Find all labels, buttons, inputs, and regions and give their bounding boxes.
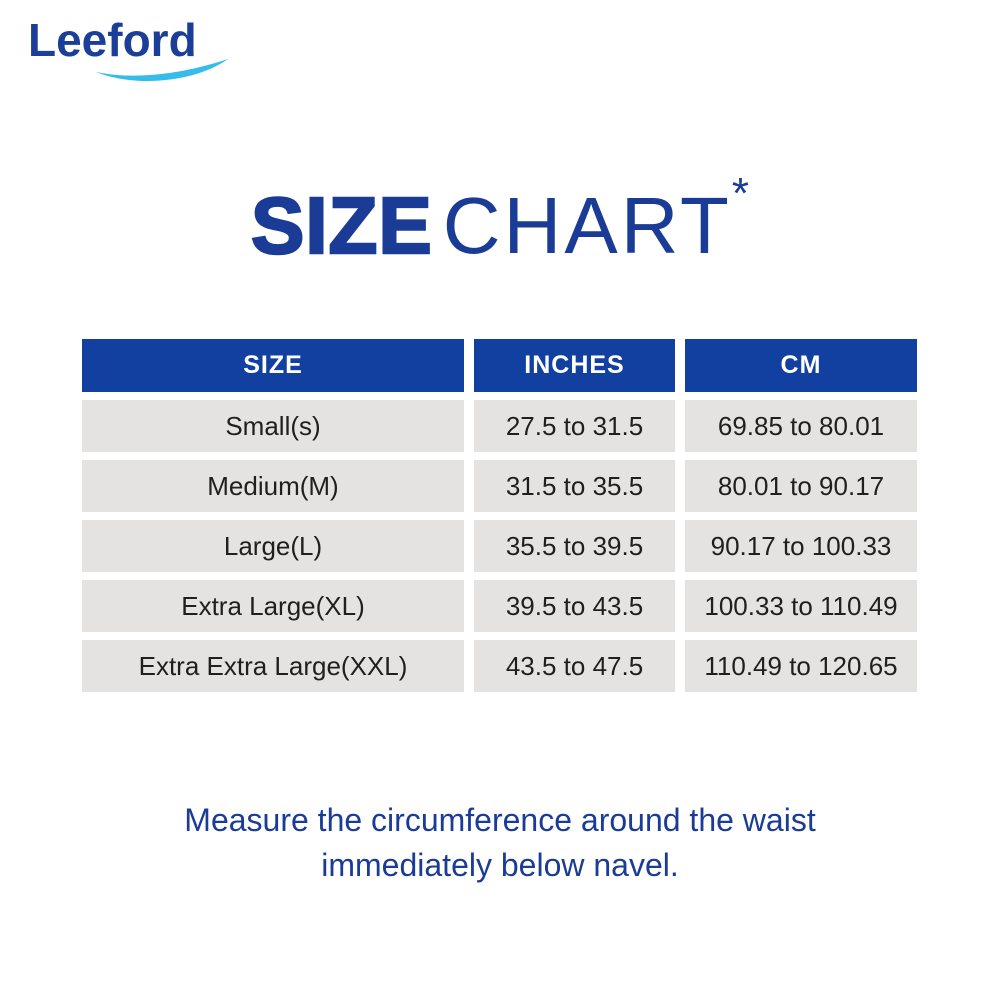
title-asterisk: * [731, 169, 750, 218]
wave-swoosh-icon [96, 59, 228, 81]
table-cell-size-small: Small(s) [82, 400, 464, 452]
leeford-logo: Leeford [28, 16, 248, 86]
column-header-size: SIZE [82, 339, 464, 392]
table-cell-size-medium: Medium(M) [82, 460, 464, 512]
size-table: SIZE INCHES CM Small(s) 27.5 to 31.5 69.… [82, 339, 917, 692]
title-word-size: SIZE [250, 181, 433, 270]
page-title: SIZE CHART* [0, 172, 1000, 267]
table-cell-size-xxl: Extra Extra Large(XXL) [82, 640, 464, 692]
table-cell-cm-medium: 80.01 to 90.17 [685, 460, 917, 512]
measurement-note: Measure the circumference around the wai… [184, 802, 816, 883]
column-header-inches: INCHES [474, 339, 675, 392]
table-cell-size-large: Large(L) [82, 520, 464, 572]
table-cell-inches-medium: 31.5 to 35.5 [474, 460, 675, 512]
table-cell-cm-xxl: 110.49 to 120.65 [685, 640, 917, 692]
table-cell-inches-small: 27.5 to 31.5 [474, 400, 675, 452]
table-cell-inches-xxl: 43.5 to 47.5 [474, 640, 675, 692]
table-cell-cm-small: 69.85 to 80.01 [685, 400, 917, 452]
leeford-logo-text: Leeford [28, 14, 197, 66]
table-cell-cm-xl: 100.33 to 110.49 [685, 580, 917, 632]
column-header-cm: CM [685, 339, 917, 392]
table-cell-cm-large: 90.17 to 100.33 [685, 520, 917, 572]
title-word-chart: CHART [442, 181, 732, 270]
table-cell-size-xl: Extra Large(XL) [82, 580, 464, 632]
table-cell-inches-large: 35.5 to 39.5 [474, 520, 675, 572]
table-cell-inches-xl: 39.5 to 43.5 [474, 580, 675, 632]
